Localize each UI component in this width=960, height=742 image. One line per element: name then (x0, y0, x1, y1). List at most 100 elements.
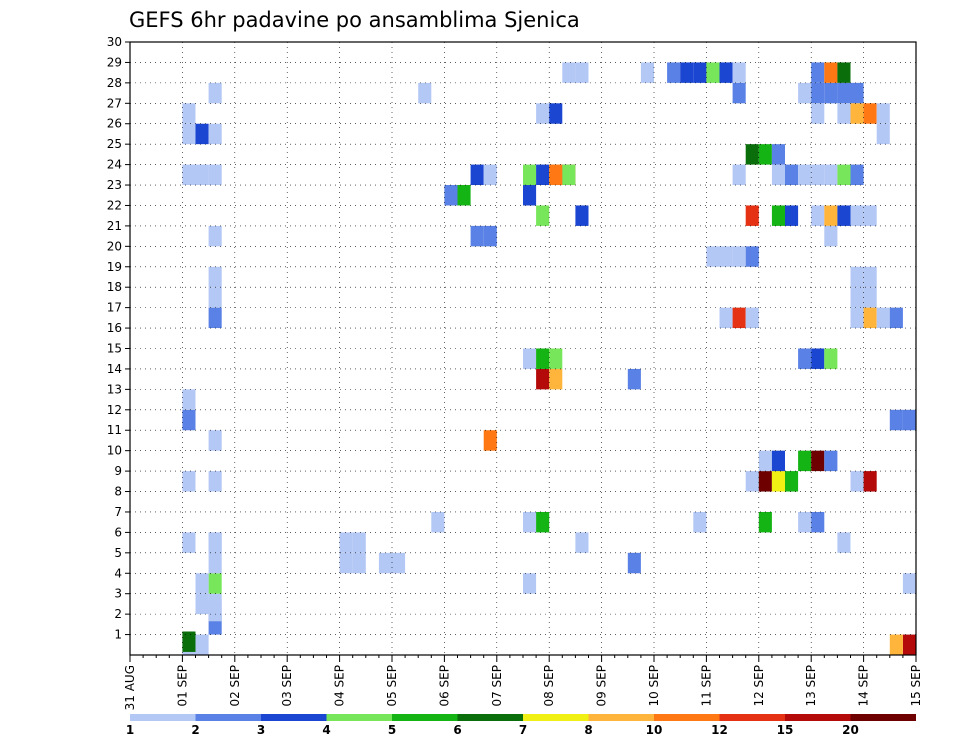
ytick-label-24: 24 (107, 158, 122, 172)
ytick-label-2: 2 (114, 607, 122, 621)
ytick-label-11: 11 (107, 423, 122, 437)
cell-22 (182, 164, 196, 186)
cell-143 (902, 573, 916, 594)
cell-46 (536, 348, 550, 369)
cell-16 (182, 409, 196, 431)
cell-9 (208, 552, 222, 574)
cell-125 (837, 205, 851, 226)
colorbar-swatch-2 (261, 714, 327, 721)
colorbar-label-9: 12 (711, 723, 728, 737)
cell-138 (863, 471, 877, 492)
cell-51 (536, 205, 550, 226)
cell-79 (732, 307, 746, 329)
cell-114 (876, 103, 890, 124)
cell-62 (575, 532, 589, 553)
cell-58 (575, 62, 589, 83)
cell-149 (352, 532, 366, 553)
cell-111 (837, 103, 851, 124)
cell-129 (850, 266, 864, 288)
xtick-label-13: 13 SEP (804, 665, 818, 707)
cell-113 (863, 103, 877, 124)
cell-147 (352, 552, 366, 574)
ytick-label-29: 29 (107, 55, 122, 69)
cell-52 (536, 164, 550, 186)
xtick-label-12: 12 SEP (752, 665, 766, 707)
cell-29 (208, 82, 222, 104)
cell-109 (837, 62, 851, 83)
colorbar-label-10: 15 (777, 723, 794, 737)
cell-121 (798, 511, 812, 533)
colorbar-swatch-6 (523, 714, 589, 721)
cell-90 (785, 471, 799, 492)
cell-112 (850, 103, 864, 124)
xtick-label-6: 06 SEP (437, 665, 451, 707)
colorbar-swatch-9 (719, 714, 785, 721)
cell-28 (182, 103, 196, 124)
cell-13 (182, 471, 196, 492)
cell-37 (483, 164, 497, 186)
cell-80 (745, 307, 759, 329)
cell-120 (824, 450, 838, 472)
cell-18 (208, 307, 222, 329)
cell-108 (824, 62, 838, 83)
ytick-label-5: 5 (114, 546, 122, 560)
cell-50 (523, 164, 537, 186)
cell-81 (732, 164, 746, 186)
colorbar-label-8: 10 (646, 723, 663, 737)
colorbar-label-0: 1 (126, 723, 134, 737)
cell-12 (208, 532, 222, 553)
cell-142 (902, 409, 916, 431)
cell-39 (483, 225, 497, 247)
xtick-label-5: 05 SEP (385, 665, 399, 707)
cell-99 (824, 164, 838, 186)
cell-104 (824, 82, 838, 104)
ytick-label-21: 21 (107, 219, 122, 233)
cell-103 (811, 82, 825, 104)
cell-11 (182, 532, 196, 553)
cell-88 (758, 471, 772, 492)
cell-123 (811, 205, 825, 226)
cell-89 (771, 471, 785, 492)
ytick-label-18: 18 (107, 280, 122, 294)
cell-82 (745, 144, 759, 165)
ytick-label-8: 8 (114, 485, 122, 499)
ytick-label-10: 10 (107, 444, 122, 458)
cell-131 (850, 287, 864, 308)
ytick-label-22: 22 (107, 198, 122, 212)
xtick-label-10: 10 SEP (647, 665, 661, 707)
cell-7 (208, 573, 222, 594)
ytick-label-1: 1 (114, 628, 122, 642)
cell-21 (208, 225, 222, 247)
cell-64 (627, 552, 641, 574)
colorbar-swatch-7 (588, 714, 654, 721)
colorbar-label-4: 5 (388, 723, 396, 737)
cell-140 (876, 123, 890, 145)
cell-96 (785, 205, 799, 226)
x-axis: 31 AUG 01 SEP 02 SEP 03 SEP 04 SEP 05 SEP 06 S… (123, 655, 923, 710)
cell-137 (850, 471, 864, 492)
cell-73 (693, 511, 707, 533)
colorbar-label-2: 3 (257, 723, 265, 737)
xtick-label-3: 03 SEP (280, 665, 294, 707)
colorbar-label-6: 7 (519, 723, 527, 737)
cell-34 (444, 185, 458, 206)
cell-61 (549, 103, 563, 124)
xtick-label-15: 15 SEP (909, 665, 923, 707)
cell-5 (208, 593, 222, 615)
ytick-label-9: 9 (114, 464, 122, 478)
cell-68 (693, 62, 707, 83)
cell-115 (798, 348, 812, 369)
grid-lines (130, 42, 916, 655)
cell-49 (523, 185, 537, 206)
cell-31 (392, 552, 406, 574)
colorbar: 1 2 3 4 5 6 7 8 10 12 15 20 (126, 714, 916, 737)
cell-86 (785, 164, 799, 186)
cell-94 (745, 205, 759, 226)
cell-146 (339, 552, 353, 574)
ytick-label-16: 16 (107, 321, 122, 335)
ytick-label-6: 6 (114, 525, 122, 539)
cell-95 (771, 205, 785, 226)
cell-20 (208, 266, 222, 288)
cell-76 (732, 246, 746, 267)
cell-107 (811, 62, 825, 83)
